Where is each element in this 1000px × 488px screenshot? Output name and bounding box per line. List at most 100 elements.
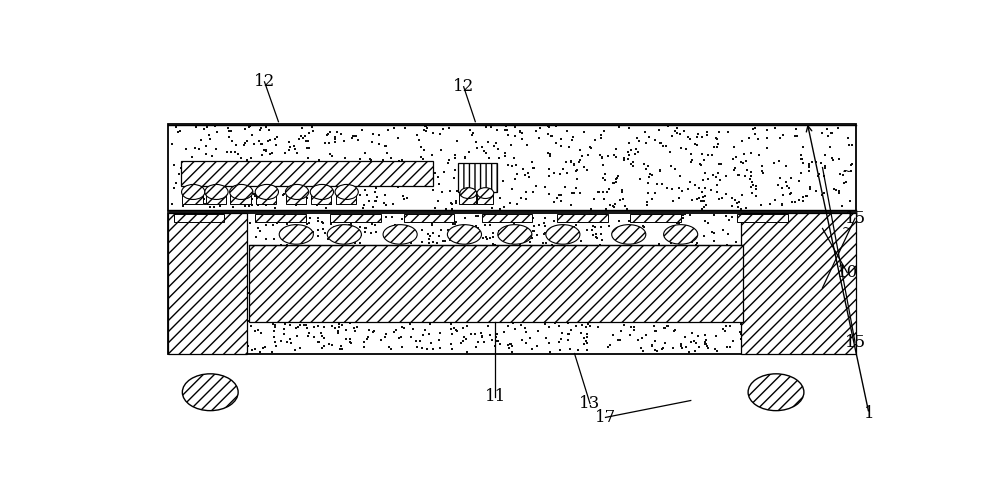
Point	[443, 325, 459, 333]
Point	[502, 199, 518, 207]
Point	[568, 242, 584, 250]
Point	[272, 244, 288, 252]
Point	[299, 194, 315, 202]
Point	[579, 330, 595, 338]
Point	[486, 260, 502, 268]
Point	[594, 236, 610, 244]
Point	[759, 144, 775, 152]
Point	[664, 185, 680, 193]
Point	[767, 252, 783, 260]
Point	[704, 151, 720, 159]
Point	[801, 163, 817, 171]
Point	[605, 179, 621, 186]
Point	[473, 165, 489, 173]
Point	[217, 221, 233, 229]
Point	[178, 318, 194, 326]
Point	[627, 150, 643, 158]
Point	[792, 289, 808, 297]
Point	[499, 126, 515, 134]
Point	[253, 329, 269, 337]
Point	[365, 203, 381, 211]
Point	[535, 316, 551, 324]
Point	[297, 278, 313, 286]
Ellipse shape	[460, 188, 477, 199]
Bar	[182, 193, 202, 204]
Point	[599, 252, 615, 260]
Point	[648, 327, 664, 335]
Point	[192, 306, 208, 314]
Point	[555, 236, 571, 244]
Point	[597, 251, 613, 259]
Point	[425, 186, 441, 194]
Point	[209, 336, 225, 344]
Point	[378, 330, 394, 338]
Point	[504, 348, 520, 356]
Point	[561, 330, 577, 338]
Point	[368, 173, 384, 181]
Point	[382, 257, 398, 265]
Point	[704, 288, 720, 296]
Point	[307, 263, 323, 270]
Point	[755, 169, 771, 177]
Point	[246, 164, 262, 172]
Point	[327, 247, 343, 255]
Point	[506, 219, 522, 227]
Point	[334, 321, 350, 329]
Point	[325, 287, 341, 295]
Point	[327, 324, 343, 332]
Point	[724, 274, 740, 282]
Point	[672, 131, 688, 139]
Point	[541, 230, 557, 238]
Point	[623, 146, 639, 154]
Point	[403, 313, 419, 321]
Point	[365, 328, 381, 336]
Point	[705, 280, 721, 287]
Point	[457, 153, 473, 161]
Point	[786, 277, 802, 285]
Point	[764, 312, 780, 320]
Point	[836, 342, 852, 349]
Ellipse shape	[285, 184, 309, 200]
Point	[576, 163, 592, 171]
Point	[414, 239, 430, 246]
Point	[369, 299, 385, 307]
Point	[292, 344, 308, 352]
Point	[230, 293, 246, 301]
Point	[223, 127, 239, 135]
Point	[269, 173, 285, 181]
Point	[436, 168, 452, 176]
Point	[579, 339, 595, 346]
Point	[512, 241, 528, 248]
Point	[267, 204, 283, 212]
Point	[288, 324, 304, 332]
Point	[722, 344, 738, 351]
Point	[479, 295, 495, 303]
Point	[330, 236, 346, 244]
Point	[391, 334, 407, 342]
Point	[537, 249, 553, 257]
Point	[235, 216, 251, 224]
Point	[495, 177, 511, 185]
Point	[643, 284, 659, 292]
Point	[568, 221, 584, 229]
Point	[397, 124, 413, 132]
Point	[813, 243, 829, 250]
Point	[409, 211, 425, 219]
Point	[323, 201, 339, 208]
Point	[388, 272, 404, 280]
Point	[412, 316, 428, 324]
Point	[413, 143, 429, 151]
Point	[718, 259, 734, 266]
Point	[500, 265, 516, 273]
Point	[613, 327, 629, 335]
Point	[558, 287, 574, 295]
Text: 15: 15	[844, 210, 866, 227]
Point	[731, 215, 747, 223]
Point	[788, 302, 804, 309]
Point	[399, 194, 415, 202]
Point	[268, 141, 284, 149]
Point	[213, 277, 229, 285]
Point	[371, 216, 387, 224]
Point	[193, 136, 209, 144]
Point	[560, 330, 576, 338]
